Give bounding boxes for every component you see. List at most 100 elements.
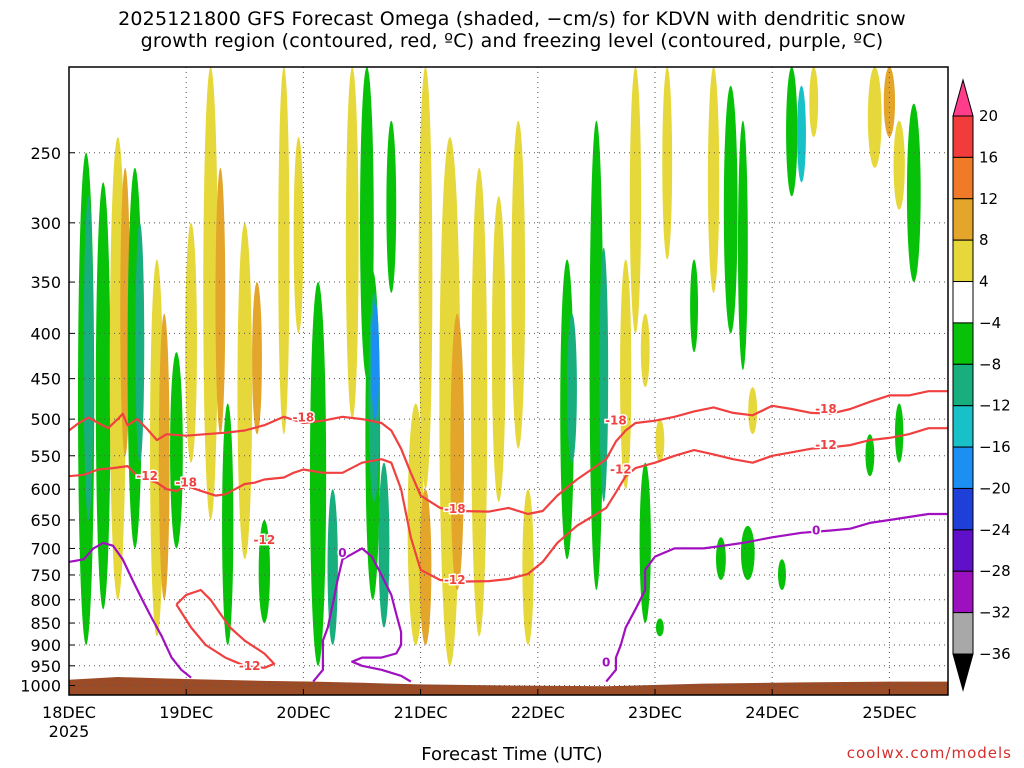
omega-cell-58: [865, 434, 875, 477]
contour-line-3: [68, 541, 192, 679]
colorbar-box-11: [952, 529, 974, 572]
colorbar-box-4: [952, 239, 974, 283]
omega-cell-53: [867, 67, 882, 168]
colorbar-box-12: [952, 570, 974, 614]
omega-cell-39: [589, 120, 604, 591]
contour-label-8: -12: [610, 462, 632, 476]
omega-cell-42: [629, 67, 642, 334]
omega-cell-33: [471, 167, 488, 637]
omega-cell-30: [418, 67, 433, 490]
x-tick-label-19DEC: 19DEC: [159, 703, 213, 722]
colorbar-label-2: 12: [979, 190, 998, 208]
omega-cell-47: [723, 85, 738, 334]
colorbar-bottom-arrow: [952, 653, 974, 692]
colorbar-box-8: [952, 405, 974, 448]
omega-cell-61: [640, 313, 650, 388]
colorbar-label-11: −28: [979, 562, 1011, 580]
contour-label-0: -18: [293, 411, 315, 425]
colorbar-label-8: −16: [979, 438, 1011, 456]
colorbar-label-4: 4: [979, 273, 989, 291]
omega-cell-40: [599, 247, 609, 502]
y-tick-label-400: 400: [30, 324, 61, 343]
y-tick-label-950: 950: [30, 657, 61, 676]
y-tick-label-350: 350: [30, 273, 61, 292]
contour-label-7: -12: [444, 573, 466, 587]
omega-cell-44: [662, 67, 673, 260]
contour-label-5: -12: [136, 469, 158, 483]
colorbar-label-6: −8: [979, 355, 1001, 373]
colorbar-box-3: [952, 198, 974, 241]
x-tick-label-20DEC: 20DEC: [276, 703, 330, 722]
contour-label-6: -12: [253, 533, 275, 547]
omega-cell-21: [345, 67, 359, 420]
omega-cell-19: [309, 282, 327, 666]
colorbar-label-10: −24: [979, 521, 1011, 539]
chart-title-line-1: 2025121800 GFS Forecast Omega (shaded, −…: [118, 8, 906, 30]
x-tick-label-22DEC: 22DEC: [511, 703, 565, 722]
omega-cell-29: [419, 489, 432, 646]
omega-cell-36: [522, 489, 534, 646]
colorbar-label-9: −20: [979, 479, 1011, 497]
colorbar-box-10: [952, 487, 974, 531]
omega-cell-26: [378, 462, 390, 628]
y-tick-label-750: 750: [30, 566, 61, 585]
omega-cell-16: [258, 519, 270, 624]
contour-lines: [68, 390, 948, 683]
omega-cell-18: [293, 137, 304, 334]
contour-label-4: -18: [815, 402, 837, 416]
omega-cell-41: [620, 259, 632, 490]
contour-line-4: [312, 547, 412, 683]
omega-cell-56: [906, 103, 921, 283]
colorbar-box-1: [952, 115, 974, 158]
omega-cell-62: [715, 537, 726, 581]
omega-cell-32: [450, 313, 465, 591]
y-tick-label-300: 300: [30, 214, 61, 233]
colorbar: 20 16 12 8 4 −4 −8 −12 −16 −20 −24 −28 −32 −36: [952, 78, 1011, 692]
x-tick-label-24DEC: 24DEC: [745, 703, 799, 722]
omega-cell-59: [748, 387, 758, 435]
omega-cell-60: [655, 419, 665, 463]
contour-label-3: -18: [605, 414, 627, 428]
x-tick-label-21DEC: 21DEC: [394, 703, 448, 722]
omega-cell-64: [655, 618, 664, 637]
x-axis-title: Forecast Time (UTC): [421, 744, 603, 765]
y-tick-label-1000: 1000: [20, 677, 61, 696]
omega-cell-10: [185, 222, 197, 463]
omega-cell-13: [222, 403, 234, 646]
credit-text: coolwx.com/models: [846, 744, 1012, 762]
colorbar-box-6: [952, 322, 974, 365]
y-tick-label-900: 900: [30, 636, 61, 655]
contour-label-9: -12: [815, 438, 837, 452]
omega-cell-25: [371, 303, 380, 420]
contour-line-0: [68, 390, 948, 516]
terrain-layer: [69, 677, 948, 695]
x-tick-label-18DEC: 18DEC: [42, 703, 96, 722]
omega-shading: [77, 66, 921, 666]
colorbar-label-5: −4: [979, 314, 1001, 332]
colorbar-box-9: [952, 446, 974, 489]
plot-frame: [68, 66, 949, 696]
chart-title: 2025121800 GFS Forecast Omega (shaded, −…: [0, 8, 1024, 52]
omega-cell-51: [797, 85, 806, 183]
omega-cell-12: [215, 167, 226, 435]
contour-label-11: 0: [338, 546, 346, 560]
omega-cell-57: [894, 403, 904, 463]
y-tick-label-600: 600: [30, 480, 61, 499]
colorbar-box-5: [952, 281, 974, 324]
omega-cell-55: [893, 120, 905, 210]
grid-lines: [69, 67, 948, 695]
contour-labels: -18 -18 -18 -18 -18 -12 -12 -12 -12 -12 -12 0 0 0: [135, 401, 838, 675]
colorbar-box-2: [952, 156, 974, 200]
omega-cell-34: [491, 196, 506, 502]
contour-line-1: [68, 427, 948, 583]
omega-cell-8: [158, 313, 170, 600]
x-tick-label-25DEC: 25DEC: [862, 703, 916, 722]
omega-cell-11: [203, 66, 218, 520]
y-tick-label-650: 650: [30, 511, 61, 530]
omega-cell-17: [278, 67, 290, 435]
contour-label-13: 0: [812, 523, 820, 537]
contour-label-12: 0: [602, 656, 610, 670]
omega-cell-27: [386, 120, 397, 293]
omega-cell-46: [707, 67, 720, 293]
omega-cell-2: [95, 182, 111, 610]
